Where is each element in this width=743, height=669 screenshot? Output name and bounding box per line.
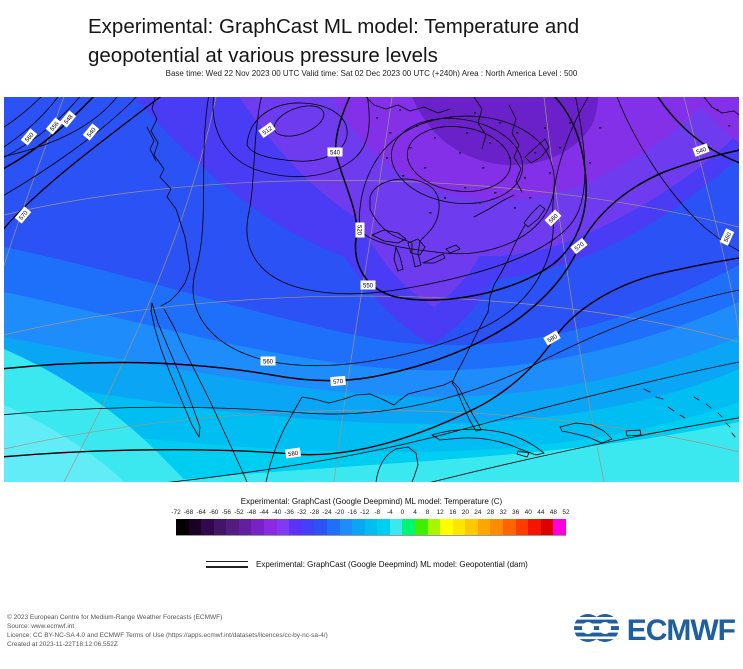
ecmwf-logo: ECMWF xyxy=(570,610,736,651)
svg-text:560: 560 xyxy=(25,132,36,144)
footer-credits: © 2023 European Centre for Medium-Range … xyxy=(7,613,328,649)
svg-text:512: 512 xyxy=(262,125,274,136)
geopotential-line-sample xyxy=(206,560,248,570)
copyright-line: © 2023 European Centre for Medium-Range … xyxy=(7,614,223,621)
svg-text:548: 548 xyxy=(64,114,75,126)
coastlines xyxy=(146,93,740,483)
ecmwf-logo-icon xyxy=(570,610,623,651)
svg-text:540: 540 xyxy=(330,150,341,156)
line-legend-label: Experimental: GraphCast (Google Deepmind… xyxy=(256,560,528,569)
source-line: Source: www.ecmwf.int xyxy=(7,623,75,630)
line-legend: Experimental: GraphCast (Google Deepmind… xyxy=(0,556,743,576)
svg-text:580: 580 xyxy=(547,334,559,345)
weather-map: 570 560 556 548 540 512 540 520 550 560 570 580 580 5… xyxy=(0,93,743,485)
svg-text:570: 570 xyxy=(333,379,344,386)
svg-text:560: 560 xyxy=(723,231,733,243)
svg-text:560: 560 xyxy=(548,213,560,225)
svg-text:540: 540 xyxy=(696,147,708,156)
page-title-line2: geopotential at various pressure levels xyxy=(88,44,438,67)
svg-text:580: 580 xyxy=(288,451,299,458)
svg-text:570: 570 xyxy=(574,241,586,252)
svg-text:556: 556 xyxy=(50,121,61,133)
page-title-line1: Experimental: GraphCast ML model: Temper… xyxy=(88,15,580,38)
forecast-subtitle: Base time: Wed 22 Nov 2023 00 UTC Valid … xyxy=(165,69,578,78)
temperature-shading xyxy=(4,97,739,482)
svg-text:540: 540 xyxy=(87,127,98,139)
colorbar-ticks: -72 -68 -64 -60 -56 -52 -48 -44 -40 -36 -32 -28 -24-… xyxy=(171,509,570,516)
svg-text:560: 560 xyxy=(263,359,274,365)
graticule-lines xyxy=(0,96,740,483)
svg-text:520: 520 xyxy=(356,225,362,236)
colorbar-title: Experimental: GraphCast (Google Deepmind… xyxy=(240,497,503,506)
ecmwf-logo-text: ECMWF xyxy=(626,613,736,647)
licence-line: Licence: CC BY-NC-SA 4.0 and ECMWF Terms… xyxy=(7,632,328,639)
page-title: Experimental: GraphCast ML model: Temper… xyxy=(88,12,579,70)
svg-text:550: 550 xyxy=(363,283,374,289)
created-line: Created at 2023-11-22T18:12:06.552Z xyxy=(7,641,118,648)
svg-text:570: 570 xyxy=(19,210,30,222)
colorbar xyxy=(176,519,566,536)
